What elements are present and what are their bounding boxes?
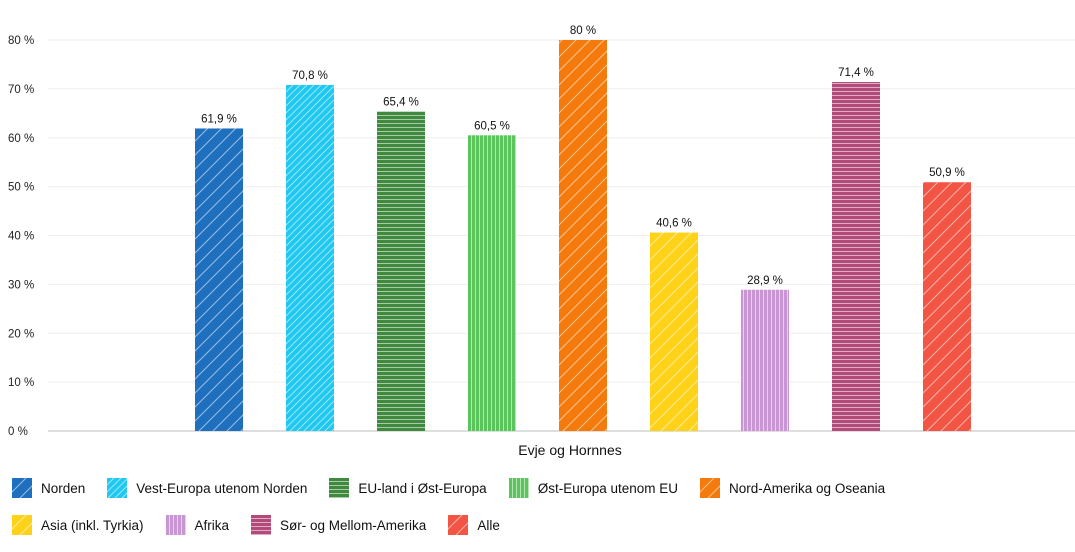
legend-item[interactable]: Norden <box>12 478 85 498</box>
y-tick-label: 30 % <box>8 279 34 291</box>
data-labels: 61,9 % 70,8 % 65,4 % 60,5 % 80 % 40,6 % 28,9 %… <box>201 25 965 287</box>
data-label: 60,5 % <box>474 120 510 132</box>
bar-chart: 0 % 10 % 20 % 30 % 40 % 50 % 60 % 70 % 80 % 61,9… <box>8 25 1075 458</box>
y-axis: 0 % 10 % 20 % 30 % 40 % 50 % 60 % 70 % 80 % <box>8 35 34 438</box>
legend-label: Asia (inkl. Tyrkia) <box>41 517 144 533</box>
legend-item[interactable]: Sør- og Mellom-Amerika <box>251 515 426 535</box>
legend: Norden Vest-Europa utenom Norden EU-land i… <box>12 478 1072 552</box>
x-axis-category-label: Evje og Hornnes <box>518 442 622 458</box>
bar <box>286 84 334 431</box>
legend-label: EU-land i Øst-Europa <box>358 480 487 496</box>
legend-item[interactable]: Afrika <box>165 515 230 535</box>
legend-label: Sør- og Mellom-Amerika <box>280 517 427 533</box>
legend-row: Asia (inkl. Tyrkia) Afrika Sør- og Mellom-… <box>12 515 1072 535</box>
data-label: 28,9 % <box>747 275 783 287</box>
bar <box>650 232 698 431</box>
bar <box>741 289 789 431</box>
data-label: 70,8 % <box>292 70 328 82</box>
legend-label: Norden <box>41 480 86 496</box>
legend-swatch <box>700 478 721 498</box>
data-label: 65,4 % <box>383 96 419 108</box>
bar <box>195 128 243 431</box>
legend-swatch <box>448 515 469 535</box>
legend-row: Norden Vest-Europa utenom Norden EU-land i… <box>12 478 1072 498</box>
y-tick-label: 80 % <box>8 35 34 47</box>
y-tick-label: 50 % <box>8 182 34 194</box>
bar <box>923 182 971 431</box>
data-label: 50,9 % <box>929 167 965 179</box>
legend-item[interactable]: Asia (inkl. Tyrkia) <box>12 515 144 535</box>
legend-swatch <box>12 478 32 498</box>
legend-label: Alle <box>477 517 500 533</box>
data-label: 40,6 % <box>656 218 692 230</box>
legend-item[interactable]: Alle <box>448 515 500 535</box>
bars <box>195 40 971 432</box>
legend-label: Øst-Europa utenom EU <box>537 480 679 496</box>
legend-item[interactable]: Øst-Europa utenom EU <box>508 478 679 498</box>
y-tick-label: 0 % <box>8 426 28 438</box>
legend-swatch <box>165 515 186 535</box>
data-label: 80 % <box>570 25 596 37</box>
legend-swatch <box>508 478 529 498</box>
legend-item[interactable]: Nord-Amerika og Oseania <box>700 478 885 498</box>
bar <box>832 82 880 431</box>
y-tick-label: 40 % <box>8 231 34 243</box>
bar <box>468 135 516 431</box>
legend-item[interactable]: Vest-Europa utenom Norden <box>107 478 307 498</box>
legend-label: Nord-Amerika og Oseania <box>729 480 886 496</box>
legend-swatch <box>12 515 32 535</box>
legend-swatch <box>329 478 350 498</box>
legend-item[interactable]: EU-land i Øst-Europa <box>329 478 487 498</box>
data-label: 71,4 % <box>838 67 874 79</box>
bar <box>377 111 425 432</box>
y-tick-label: 10 % <box>8 377 34 389</box>
legend-label: Afrika <box>194 517 230 533</box>
legend-label: Vest-Europa utenom Norden <box>136 480 308 496</box>
legend-swatch <box>251 515 272 535</box>
y-tick-label: 60 % <box>8 133 34 145</box>
legend-swatch <box>107 478 128 498</box>
y-tick-label: 70 % <box>8 84 34 96</box>
bar <box>559 40 607 431</box>
data-label: 61,9 % <box>201 113 237 125</box>
y-tick-label: 20 % <box>8 328 34 340</box>
